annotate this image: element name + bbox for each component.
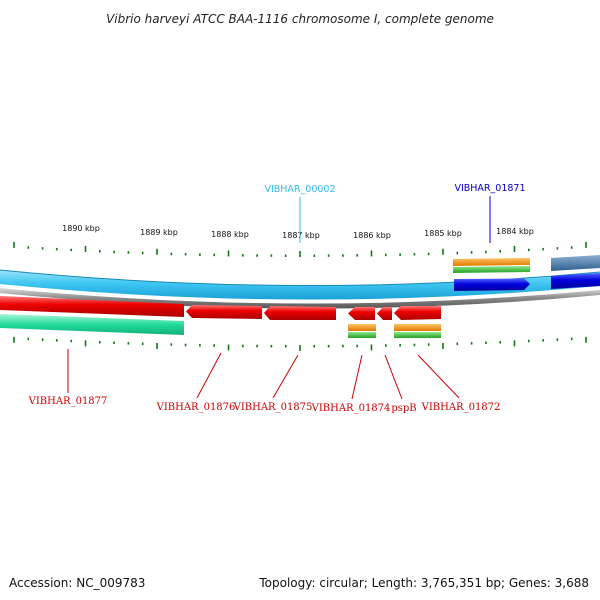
label-vibhar-01876[interactable]: VIBHAR_01876 — [156, 402, 236, 413]
cds-orange-01874 — [348, 324, 376, 331]
bottom-scale-ticks — [13, 336, 587, 351]
gene-vibhar-01877[interactable] — [0, 296, 184, 317]
gene-vibhar-01872[interactable] — [394, 306, 441, 320]
label-vibhar-01875[interactable]: VIBHAR_01875 — [233, 402, 313, 413]
scale-label-1886: 1886 kbp — [353, 231, 391, 240]
gene-steel-right — [551, 255, 600, 271]
scale-label-1887: 1887 kbp — [282, 231, 320, 240]
top-feature-labels: VIBHAR_00002 VIBHAR_01871 — [264, 183, 526, 243]
leader-pspb — [384, 354, 403, 400]
gene-vibhar-01874[interactable] — [348, 307, 375, 320]
leader-vibhar-01876 — [196, 352, 222, 399]
bottom-leader-lines — [67, 349, 460, 400]
label-vibhar-01871[interactable]: VIBHAR_01871 — [454, 183, 525, 194]
leader-vibhar-01874 — [351, 354, 363, 400]
leader-vibhar-01872 — [417, 354, 460, 399]
label-vibhar-01874[interactable]: VIBHAR_01874 — [311, 403, 391, 414]
scale-label-1890: 1890 kbp — [62, 224, 100, 233]
top-scale-ticks — [13, 241, 587, 257]
scale-label-1889: 1889 kbp — [140, 228, 178, 237]
bottom-feature-labels: VIBHAR_01877 VIBHAR_01876 VIBHAR_01875 V… — [28, 396, 501, 414]
scale-label-1888: 1888 kbp — [211, 230, 249, 239]
cds-orange-top — [453, 258, 530, 266]
track-teal — [0, 314, 184, 335]
label-vibhar-01872[interactable]: VIBHAR_01872 — [421, 402, 501, 413]
accession-text: Accession: NC_009783 — [9, 576, 146, 590]
leader-vibhar-01875 — [272, 354, 299, 399]
genome-stats-text: Topology: circular; Length: 3,765,351 bp… — [259, 576, 589, 590]
map-title: Vibrio harveyi ATCC BAA-1116 chromosome … — [106, 12, 494, 26]
label-pspb[interactable]: pspB — [391, 403, 416, 414]
gene-dark-blue-right — [551, 273, 600, 289]
label-vibhar-01877[interactable]: VIBHAR_01877 — [28, 396, 108, 407]
gene-vibhar-01875[interactable] — [264, 306, 336, 320]
cds-orange-01872 — [394, 324, 441, 331]
gene-vibhar-01876[interactable] — [186, 305, 262, 319]
gene-vibhar-01871[interactable] — [454, 278, 530, 292]
scale-label-1885: 1885 kbp — [424, 229, 462, 238]
cds-green-01872 — [394, 332, 441, 338]
label-vibhar-00002[interactable]: VIBHAR_00002 — [264, 184, 335, 195]
scale-labels: 1890 kbp 1889 kbp 1888 kbp 1887 kbp 1886… — [62, 224, 534, 240]
gene-pspb[interactable] — [377, 307, 392, 320]
cds-green-01874 — [348, 332, 376, 338]
track-light-blue — [0, 270, 600, 300]
scale-label-1884: 1884 kbp — [496, 227, 534, 236]
cds-green-top — [453, 266, 530, 273]
